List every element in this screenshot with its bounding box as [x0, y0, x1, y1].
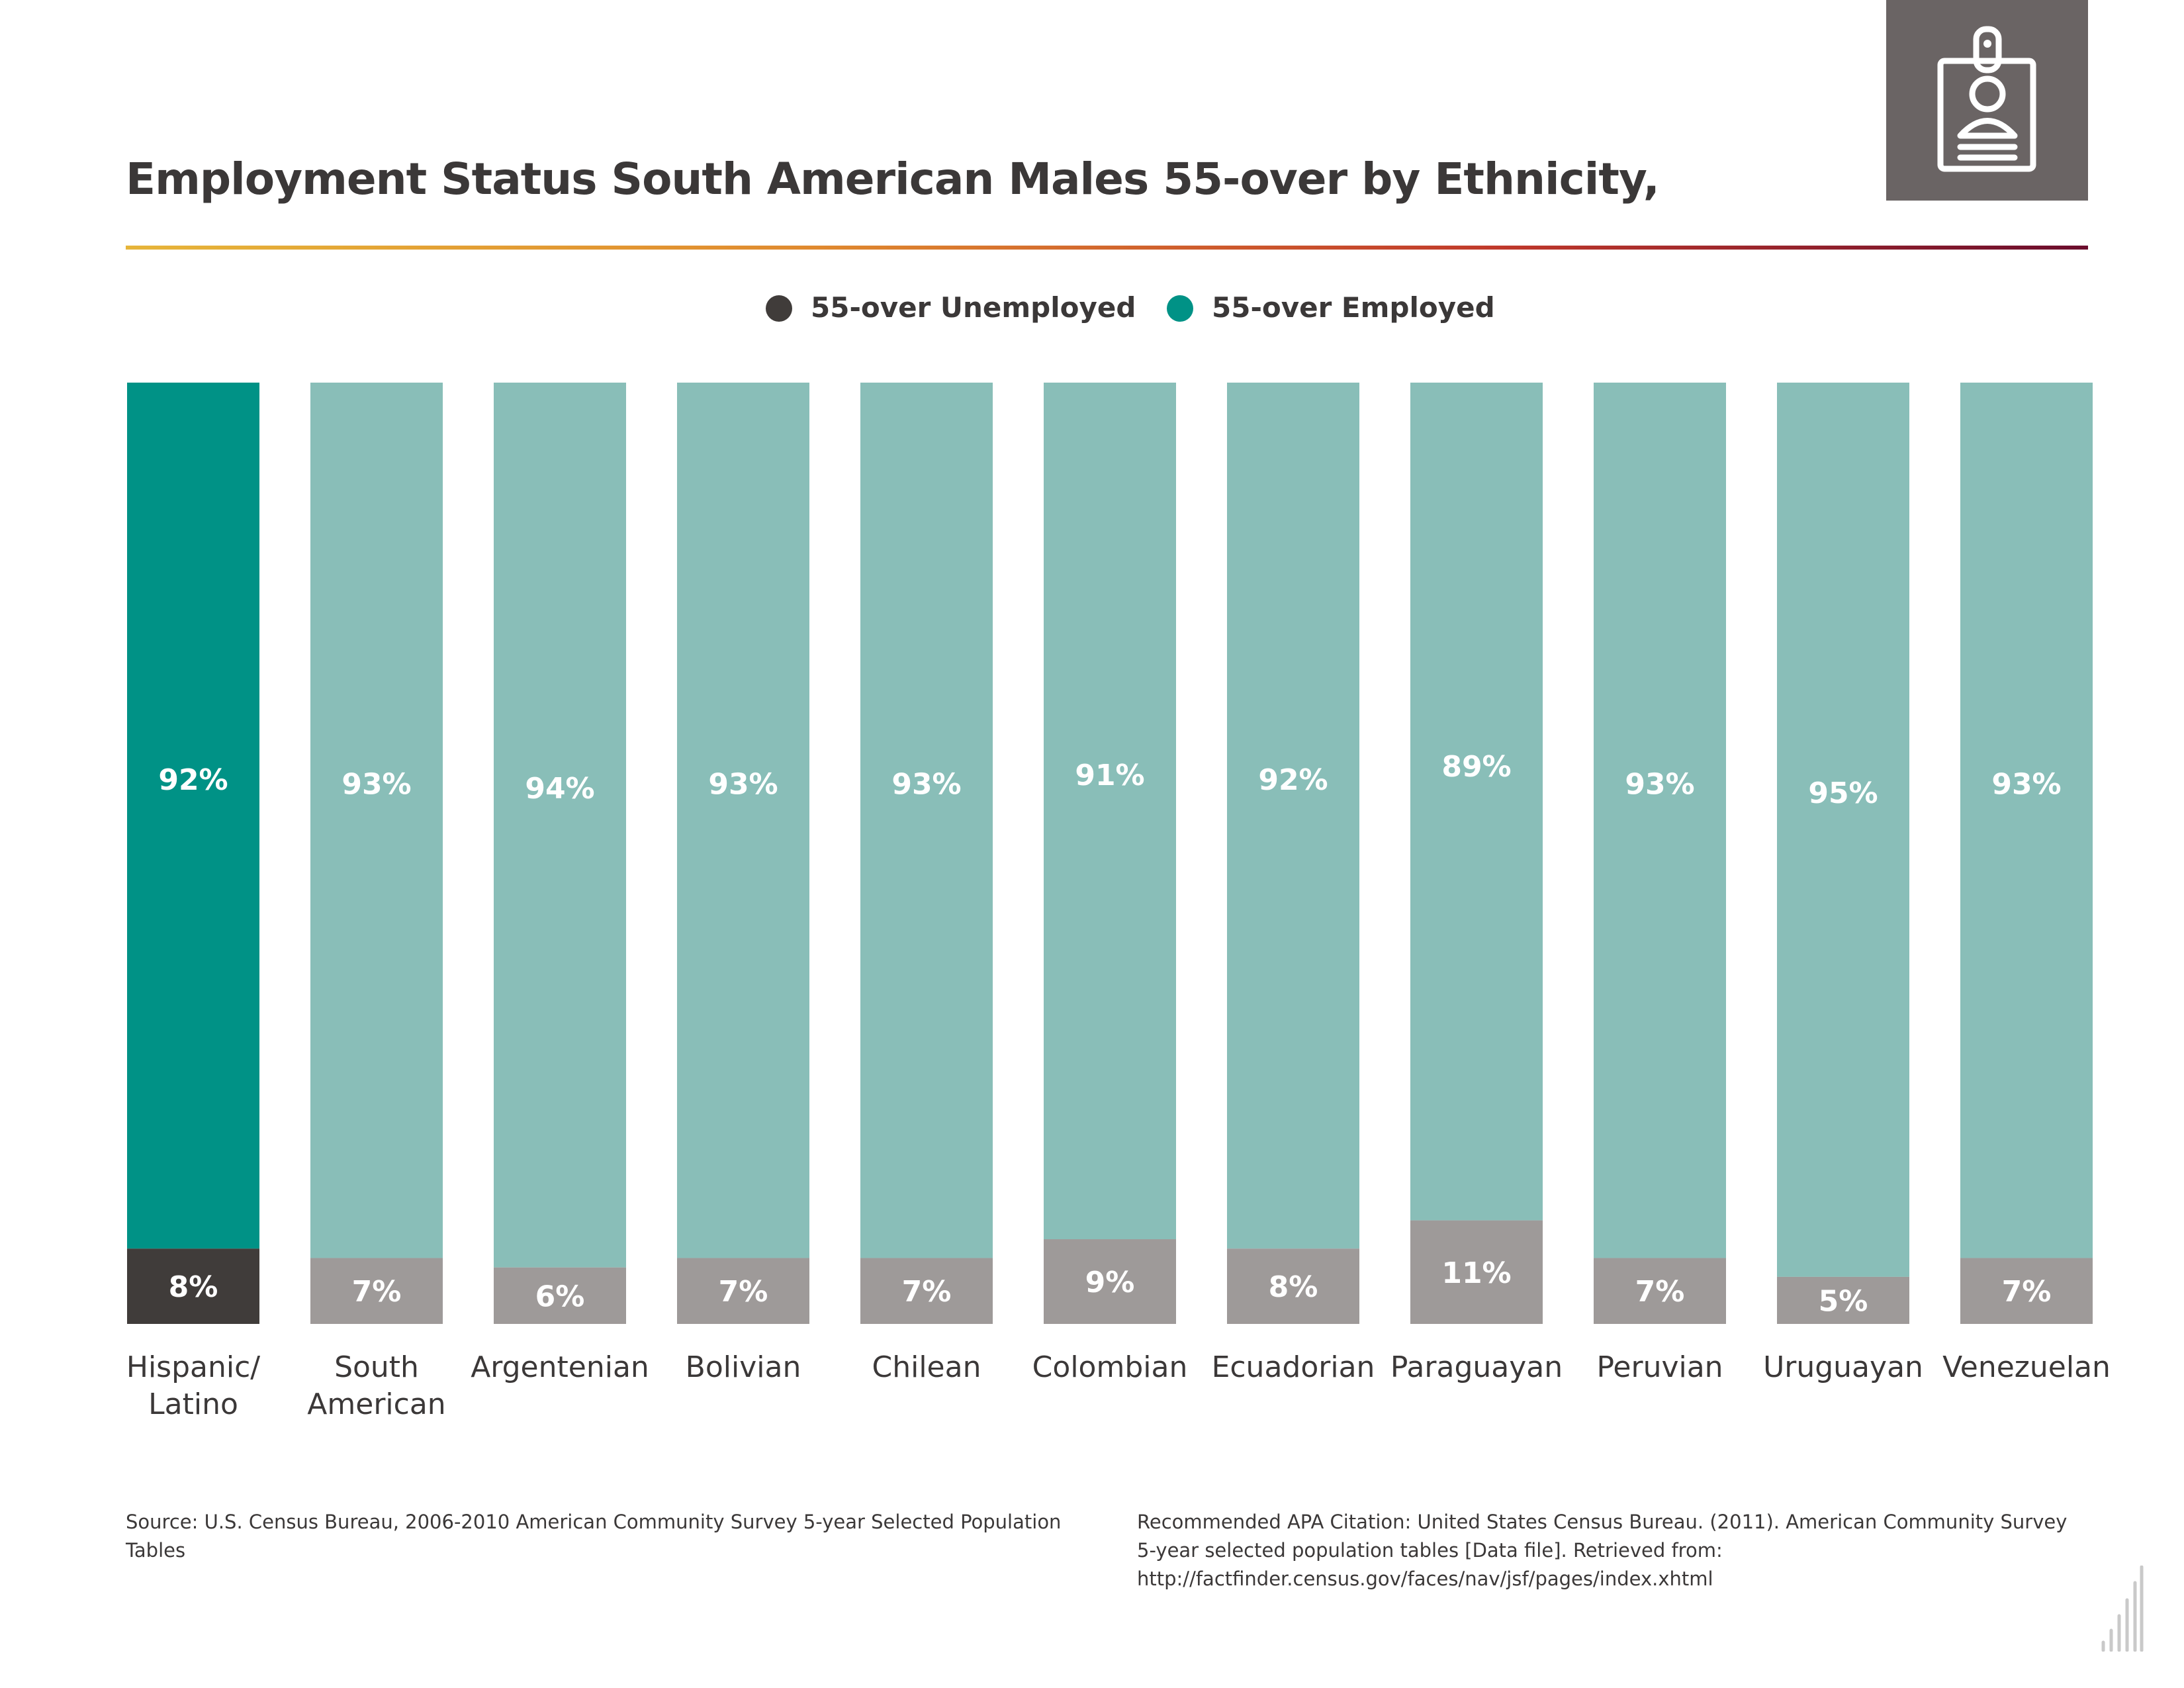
id-badge-tile — [1886, 0, 2088, 201]
data-label-employed: 89% — [1441, 750, 1511, 784]
category-label: Paraguayan — [1390, 1350, 1563, 1384]
category-label: Venezuelan — [1942, 1350, 2111, 1384]
bar-unemployed — [1777, 1276, 1909, 1324]
data-label-unemployed: 11% — [1441, 1256, 1511, 1290]
bar-unemployed — [1594, 1258, 1726, 1324]
data-label-employed: 92% — [1258, 763, 1328, 797]
category-label: Chilean — [872, 1350, 981, 1384]
bar-chart-watermark-icon — [2101, 1566, 2144, 1652]
data-label-employed: 93% — [1625, 768, 1694, 802]
bar-unemployed — [127, 1248, 259, 1324]
bar-unemployed — [860, 1258, 993, 1324]
category-label: Argentenian — [471, 1350, 649, 1384]
category-label: Latino — [148, 1387, 238, 1421]
bar-unemployed — [1960, 1258, 2093, 1324]
legend-label-unemployed: 55-over Unemployed — [811, 291, 1136, 324]
data-label-unemployed: 5% — [1819, 1284, 1868, 1318]
category-label: Peruvian — [1596, 1350, 1723, 1384]
bar-employed — [310, 383, 443, 1258]
citation-note: Recommended APA Citation: United States … — [1137, 1511, 2068, 1590]
data-label-unemployed: 8% — [1269, 1270, 1318, 1304]
data-label-employed: 93% — [341, 768, 411, 802]
data-label-unemployed: 7% — [719, 1275, 768, 1309]
bar-employed — [1594, 383, 1726, 1258]
bar-unemployed — [1227, 1248, 1359, 1324]
bar-employed — [494, 383, 626, 1268]
data-label-employed: 91% — [1075, 759, 1144, 792]
bar-employed — [127, 383, 259, 1249]
bar-employed — [677, 383, 809, 1258]
data-label-employed: 94% — [525, 772, 594, 806]
bar-unemployed — [310, 1258, 443, 1324]
data-label-unemployed: 7% — [1635, 1275, 1685, 1309]
bar-employed — [1777, 383, 1909, 1277]
data-label-unemployed: 6% — [535, 1280, 585, 1313]
data-label-employed: 92% — [158, 763, 228, 797]
title-rule — [126, 246, 2088, 250]
legend-swatch-unemployed — [766, 295, 792, 322]
bar-employed — [1960, 383, 2093, 1258]
data-label-unemployed: 7% — [902, 1275, 952, 1309]
data-label-unemployed: 9% — [1085, 1266, 1135, 1299]
category-label: Bolivian — [686, 1350, 801, 1384]
category-label: Ecuadorian — [1212, 1350, 1375, 1384]
bar-unemployed — [494, 1267, 626, 1324]
legend-swatch-employed — [1167, 295, 1193, 322]
data-label-employed: 95% — [1808, 776, 1878, 810]
data-label-employed: 93% — [708, 768, 778, 802]
category-label: South — [334, 1350, 419, 1384]
bar-employed — [1044, 383, 1176, 1240]
data-label-unemployed: 7% — [352, 1275, 402, 1309]
data-label-unemployed: 7% — [2002, 1275, 2052, 1309]
category-label: Hispanic/ — [126, 1350, 260, 1384]
bar-unemployed — [1044, 1239, 1176, 1324]
data-label-employed: 93% — [891, 768, 961, 802]
bar-unemployed — [1410, 1220, 1543, 1324]
source-note: Source: U.S. Census Bureau, 2006-2010 Am… — [126, 1511, 1062, 1562]
bar-unemployed — [677, 1258, 809, 1324]
data-label-unemployed: 8% — [169, 1270, 218, 1304]
bar-employed — [860, 383, 993, 1258]
chart-legend: 55-over Unemployed 55-over Employed — [0, 291, 2184, 331]
data-label-employed: 93% — [1991, 768, 2061, 802]
bar-employed — [1410, 383, 1543, 1221]
id-badge-icon — [1937, 26, 2036, 172]
category-label: American — [307, 1387, 445, 1421]
category-label: Uruguayan — [1763, 1350, 1923, 1384]
category-label: Colombian — [1032, 1350, 1188, 1384]
bar-employed — [1227, 383, 1359, 1249]
legend-label-employed: 55-over Employed — [1212, 291, 1495, 324]
chart-title: Employment Status South American Males 5… — [126, 154, 1660, 205]
